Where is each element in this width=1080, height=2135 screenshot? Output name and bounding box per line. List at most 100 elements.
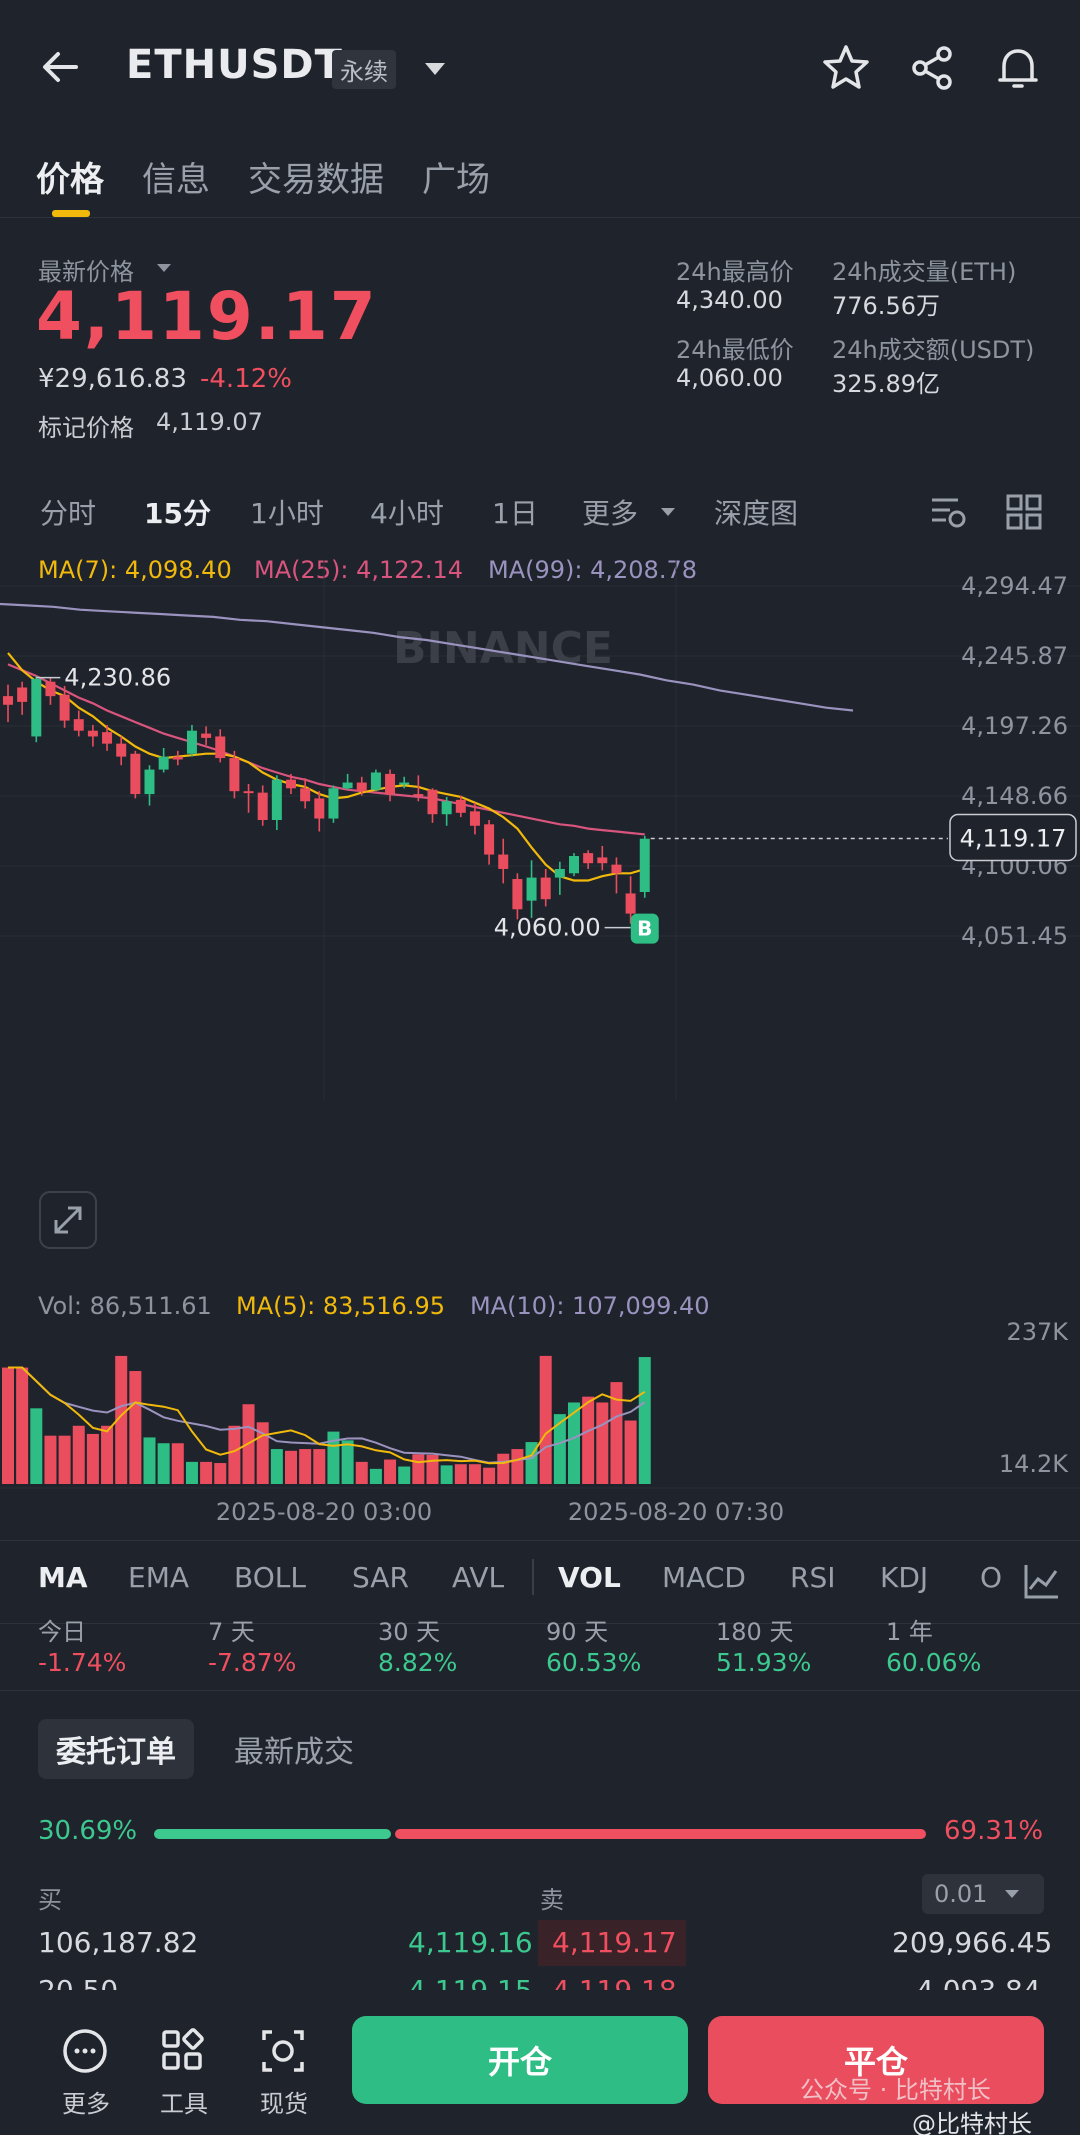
volume-bar <box>143 1437 156 1484</box>
indicator-ma[interactable]: MA <box>38 1561 88 1594</box>
grid-layout-icon[interactable] <box>1004 492 1044 532</box>
volume-bars: 237K 14.2K <box>2 1318 1069 1484</box>
caret-down-icon[interactable] <box>154 258 174 278</box>
high-value: 4,340.00 <box>676 286 783 314</box>
candle-body <box>583 853 594 864</box>
price-tick-label: 4,148.66 <box>961 782 1068 810</box>
tf-1d[interactable]: 1日 <box>492 497 538 530</box>
perf-label-today: 今日 <box>38 1618 86 1646</box>
more-label[interactable]: 更多 <box>62 2090 110 2118</box>
tools-icon[interactable] <box>156 2024 210 2078</box>
indicator-macd[interactable]: MACD <box>662 1561 746 1594</box>
volume-bar <box>16 1367 29 1484</box>
volume-bar <box>214 1463 227 1484</box>
chart-grid <box>0 560 1080 1100</box>
price-tick-label: 4,197.26 <box>961 712 1068 740</box>
symbol-dropdown-icon[interactable] <box>420 54 450 84</box>
cny-price: ¥29,616.83 <box>38 364 187 394</box>
chart-settings-icon[interactable] <box>928 492 968 532</box>
candle-body <box>314 798 325 819</box>
tab-price[interactable]: 价格 <box>36 160 104 200</box>
open-position-button[interactable]: 开仓 <box>352 2016 688 2104</box>
precision-value: 0.01 <box>934 1880 988 1908</box>
tf-line[interactable]: 分时 <box>40 497 97 530</box>
indicator-more[interactable]: O <box>980 1561 1003 1594</box>
perf-value-1y: 60.06% <box>886 1648 982 1677</box>
price-axis: 4,294.474,245.874,197.264,148.664,100.06… <box>650 572 1077 950</box>
spot-icon[interactable] <box>256 2024 310 2078</box>
tab-latest-trades[interactable]: 最新成交 <box>234 1735 354 1770</box>
perf-label-90d: 90 天 <box>546 1618 609 1646</box>
close-position-button[interactable]: 平仓 <box>708 2016 1044 2104</box>
candle-body <box>512 879 523 910</box>
indicator-avl[interactable]: AVL <box>452 1561 505 1594</box>
time-tick-label: 2025-08-20 03:00 <box>216 1498 432 1526</box>
ma99-line <box>0 602 854 712</box>
star-icon[interactable] <box>820 42 872 94</box>
indicator-boll[interactable]: BOLL <box>234 1561 306 1594</box>
precision-select[interactable]: 0.01 <box>922 1874 1044 1914</box>
buy-marker-label: B <box>637 917 652 941</box>
time-axis: 2025-08-20 03:00 2025-08-20 07:30 <box>0 1487 1080 1526</box>
high-marker-label: 4,230.86 <box>64 664 171 692</box>
mark-price-label: 标记价格 <box>38 414 134 442</box>
candle-body <box>144 769 155 795</box>
volume-bar <box>468 1464 481 1484</box>
candle-body <box>257 792 268 820</box>
price-tick-label: 4,245.87 <box>961 642 1068 670</box>
tab-info[interactable]: 信息 <box>142 160 210 200</box>
candlestick-chart[interactable]: BINANCE 4,230.86 4,060.00 B 4,294.47 4,245.… <box>0 540 1080 1540</box>
more-icon[interactable] <box>58 2024 112 2078</box>
indicator-chart-icon[interactable] <box>1020 1559 1064 1603</box>
ask-price-0[interactable]: 4,119.17 <box>552 1926 677 1959</box>
volume-bar <box>568 1402 580 1484</box>
indicator-rsi[interactable]: RSI <box>790 1561 836 1594</box>
candle-body <box>455 799 466 813</box>
indicator-divider <box>532 1559 534 1595</box>
back-arrow-icon[interactable] <box>36 42 86 92</box>
tab-trade-data[interactable]: 交易数据 <box>248 160 384 200</box>
tab-square[interactable]: 广场 <box>422 160 490 200</box>
fullscreen-icon[interactable] <box>38 1190 98 1250</box>
indicator-kdj[interactable]: KDJ <box>880 1561 929 1594</box>
volume-bar <box>299 1449 312 1484</box>
spot-label[interactable]: 现货 <box>260 2090 308 2118</box>
candle-body <box>540 877 551 900</box>
volume-bar <box>157 1443 170 1484</box>
low-label: 24h最低价 <box>676 336 794 364</box>
indicator-sar[interactable]: SAR <box>352 1561 409 1594</box>
ma99-path <box>0 602 854 712</box>
candle-body <box>427 789 438 815</box>
bid-price-0[interactable]: 4,119.16 <box>408 1926 533 1959</box>
volume-bar <box>200 1461 213 1484</box>
volume-axis-top: 237K <box>1006 1318 1069 1346</box>
indicator-ema[interactable]: EMA <box>128 1561 190 1594</box>
candle-body <box>300 788 311 802</box>
indicator-bar: MA EMA BOLL SAR AVL VOL MACD RSI KDJ O <box>0 1540 1080 1624</box>
candle-body <box>271 779 282 820</box>
volume-bar <box>355 1461 368 1484</box>
volume-bar <box>582 1396 595 1484</box>
vol-ma5-legend: MA(5): 83,516.95 <box>236 1292 445 1320</box>
candle-body <box>17 687 28 702</box>
tf-1h[interactable]: 1小时 <box>250 497 324 530</box>
volume-bar <box>369 1468 382 1484</box>
tf-15m[interactable]: 15分 <box>144 497 211 530</box>
indicator-vol[interactable]: VOL <box>558 1561 621 1594</box>
tf-4h[interactable]: 4小时 <box>370 497 444 530</box>
volume-bar <box>624 1420 637 1484</box>
perf-value-180d: 51.93% <box>716 1648 812 1677</box>
tools-label[interactable]: 工具 <box>160 2090 208 2118</box>
more-caret-icon[interactable] <box>658 502 678 522</box>
bell-icon[interactable] <box>992 42 1044 94</box>
share-icon[interactable] <box>906 42 958 94</box>
tf-depth[interactable]: 深度图 <box>714 497 799 530</box>
tf-more[interactable]: 更多 <box>582 497 639 530</box>
perf-label-180d: 180 天 <box>716 1618 794 1646</box>
perf-value-today: -1.74% <box>38 1648 127 1677</box>
volume-bar <box>129 1371 142 1484</box>
tab-orders[interactable]: 委托订单 <box>38 1719 194 1779</box>
volume-bar <box>30 1408 43 1484</box>
symbol-title[interactable]: ETHUSDT <box>126 42 343 88</box>
ma7-legend: MA(7): 4,098.40 <box>38 556 232 584</box>
